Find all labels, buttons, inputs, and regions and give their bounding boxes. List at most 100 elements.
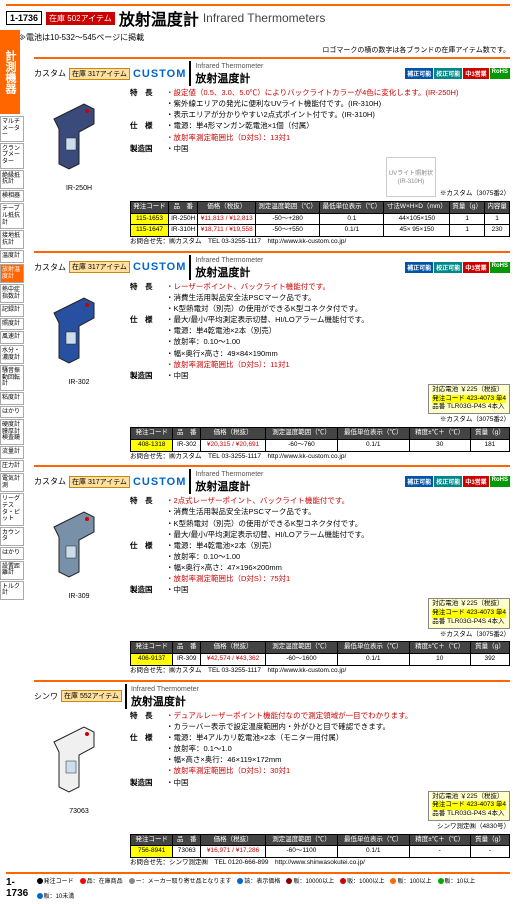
product-image: IR-309 <box>34 496 124 606</box>
spec-value: ・2点式レーザーポイント、バックライト機能付です。 <box>166 496 510 506</box>
sidebar-cat: テーブル抵抗計 <box>0 203 24 229</box>
contact-info: お問合せ先：㈱カスタム TEL 03-3255-1117 http://www.… <box>130 667 510 676</box>
spec-value: ・電源：単4アルカリ乾電池×2本（モニター用付属） <box>166 733 510 743</box>
cert-badge: RoHS <box>490 68 510 79</box>
table-header: 測定温度範囲（℃） <box>266 834 338 846</box>
cert-badge: 補正可能 <box>405 68 433 79</box>
section-en: Infrared Thermometer <box>195 471 263 478</box>
spec-value: ・幅×高さ×奥行：46×119×172mm <box>166 755 510 765</box>
table-header: 発注コード <box>131 428 173 440</box>
sidebar-cat: 放射温度計 <box>0 264 24 283</box>
sidebar-cat: 熱中症指数計 <box>0 284 24 303</box>
spec-label: 製造国 <box>130 371 166 381</box>
section-en: Infrared Thermometer <box>131 686 199 693</box>
section-jp: 放射温度計 <box>131 696 186 708</box>
spec-label <box>130 133 166 143</box>
price-table: 発注コード品 番価格（税抜）測定温度範囲（℃）最低単位表示（℃）精度±℃＋（℃）… <box>130 641 510 666</box>
spec-label <box>130 326 166 336</box>
spec-value: ・カラーバー表示で設定温度範囲内・外がひと目で確認できます。 <box>166 722 510 732</box>
price-table: 発注コード品 番価格（税抜）測定温度範囲（℃）最低単位表示（℃）寸法W×H×D（… <box>130 201 510 237</box>
spec-value: ・放射率：0.10～1.00 <box>166 552 510 562</box>
product-block: カスタム 在庫 317アイテム CUSTOM Infrared Thermome… <box>34 57 510 247</box>
spec-label <box>130 552 166 562</box>
image-label: IR-250H <box>66 185 92 192</box>
spec-value: ・幅×奥行×高さ：47×196×200mm <box>166 563 510 573</box>
spec-label <box>130 293 166 303</box>
stock-badge: 在庫 317アイテム <box>69 261 130 273</box>
spec-value: ・最大/最小/平均測定表示切替、HI/LOアラーム機能付です。 <box>166 315 510 325</box>
sidebar-cat: クランプメーター <box>0 143 24 169</box>
spec-label <box>130 530 166 540</box>
cert-badge: 校正可能 <box>434 476 462 487</box>
spec-label <box>130 563 166 573</box>
spec-value: ・中国 <box>166 371 510 381</box>
table-header: 品 番 <box>168 201 198 213</box>
table-row: 115-1653IR-250H¥11,813 / ¥12,813-50～+280… <box>131 213 510 225</box>
sub-image: UVライト照射状 (IR-310H) <box>386 157 436 197</box>
spec-value: ・放射率測定範囲比（D対S）：75対1 <box>166 574 510 584</box>
spec-label: 仕 様 <box>130 541 166 551</box>
spec-value: ・中国 <box>166 585 510 595</box>
spec-label: 仕 様 <box>130 315 166 325</box>
brand-en: CUSTOM <box>133 261 186 273</box>
contact-info: お問合せ先：㈱カスタム TEL 03-3255-1117 http://www.… <box>130 238 510 247</box>
spec-label: 特 長 <box>130 711 166 721</box>
product-block: カスタム 在庫 317アイテム CUSTOM Infrared Thermome… <box>34 251 510 461</box>
spec-value: ・中国 <box>166 778 510 788</box>
table-row: 115-1647IR-310H¥18,711 / ¥19,558-50～+550… <box>131 225 510 237</box>
spec-label: 特 長 <box>130 496 166 506</box>
table-header: 寸法W×H×D（mm） <box>384 201 450 213</box>
spec-label <box>130 507 166 517</box>
spec-value: ・中国 <box>166 144 510 154</box>
aux-note: ※カスタム（3075番2） <box>428 416 510 425</box>
legend-item: 販：100以上 <box>390 876 431 885</box>
table-header: 価格（税抜） <box>198 201 256 213</box>
table-header: 精度±℃＋（℃） <box>409 834 470 846</box>
table-header: 精度±℃＋（℃） <box>409 642 470 654</box>
image-label: IR-309 <box>68 593 89 600</box>
spec-value: ・放射率測定範囲比（D対S）：11対1 <box>166 360 510 370</box>
table-header: 質量（g） <box>470 834 509 846</box>
table-header: 質量（g） <box>470 642 509 654</box>
product-block: カスタム 在庫 317アイテム CUSTOM Infrared Thermome… <box>34 465 510 675</box>
spec-label <box>130 755 166 765</box>
contact-info: お問合せ先：㈱カスタム TEL 03-3255-1117 http://www.… <box>130 453 510 462</box>
table-header: 品 番 <box>173 834 201 846</box>
table-header: 価格（税抜） <box>201 428 266 440</box>
spec-value: ・電源：単4乾電池×2本（別売） <box>166 541 510 551</box>
sidebar-cat: 電気計測 <box>0 473 24 492</box>
sidebar-main-category: 計測機器 <box>0 30 20 114</box>
cert-badge: RoHS <box>490 476 510 487</box>
image-label: IR-302 <box>68 379 89 386</box>
spec-label <box>130 304 166 314</box>
cert-badge: 補正可能 <box>405 262 433 273</box>
spec-label <box>130 519 166 529</box>
spec-label <box>130 349 166 359</box>
sidebar-cat: カウンタ <box>0 527 24 546</box>
spec-label: 仕 様 <box>130 733 166 743</box>
spec-value: ・設定値（0.5、3.0、5.0℃）によりバックライトカラーが4色に変化します。… <box>166 88 510 98</box>
legend-item: ー：メーカー取り寄せ品となります <box>129 876 232 885</box>
spec-value: ・表示エリアが分かりやすい2点式ポイント付です。(IR-310H) <box>166 110 510 120</box>
brand-jp: カスタム <box>34 476 66 487</box>
legend-item: 品：在庫商品 <box>80 876 123 885</box>
sidebar-cat: 記録計 <box>0 304 24 317</box>
legend-item: 販：1000以上 <box>340 876 384 885</box>
product-image: IR-302 <box>34 282 124 392</box>
sidebar-cat: 硬度計膜厚計検査鏡 <box>0 419 24 445</box>
logo-note: ロゴマークの横の数字は各ブランドの在庫アイテム数です。 <box>6 45 510 55</box>
table-header: 発注コード <box>131 834 173 846</box>
spec-label: 製造国 <box>130 144 166 154</box>
table-header: 最低単位表示（℃） <box>337 642 409 654</box>
cert-badge: 中3営業 <box>463 68 488 79</box>
spec-value: ・K型熱電対（別売）の使用ができるK型コネクタ付です。 <box>166 304 510 314</box>
table-row: 408-1318IR-302¥20,315 / ¥20,691-60～7600.… <box>131 439 510 451</box>
table-header: 発注コード <box>131 201 169 213</box>
brand-jp: シンワ <box>34 691 58 702</box>
spec-value: ・幅×奥行×高さ：49×84×190mm <box>166 349 510 359</box>
table-row: 756-894173063¥16,971 / ¥17,286-60～11000.… <box>131 846 510 858</box>
sidebar-cat: トルク計 <box>0 581 24 600</box>
sidebar-cat: 流量計 <box>0 446 24 459</box>
category-badge: 在庫 502アイテム <box>46 12 115 25</box>
image-label: 73063 <box>69 808 88 815</box>
